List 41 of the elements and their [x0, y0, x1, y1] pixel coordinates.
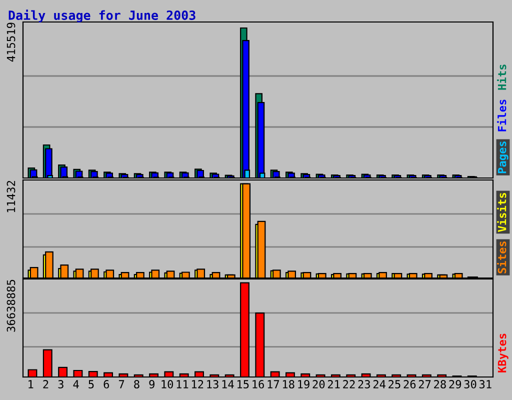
x-tick-label: 15: [237, 380, 249, 388]
x-tick-label: 9: [149, 380, 154, 388]
x-tick-label: 3: [58, 380, 64, 388]
text: Sites: [497, 241, 506, 274]
x-tick-label: 13: [207, 380, 218, 388]
x-tick-label: 8: [134, 380, 140, 388]
x-tick-label: 29: [449, 380, 462, 388]
text: Hits: [497, 64, 506, 90]
x-tick-label: 2: [43, 380, 48, 388]
x-tick-label: 6: [104, 380, 110, 388]
x-tick-label: 21: [328, 380, 340, 388]
x-tick-label: 30: [464, 380, 476, 388]
x-tick-label: 11: [176, 380, 188, 388]
x-tick-label: 14: [222, 380, 234, 388]
x-tick-label: 12: [192, 380, 204, 388]
x-tick-label: 1: [28, 380, 34, 388]
x-tick-label: 24: [373, 380, 386, 388]
x-tick-label: 22: [343, 380, 355, 388]
text: 11432: [6, 180, 16, 212]
x-tick-label: 19: [298, 380, 310, 388]
text: 415519: [6, 22, 16, 62]
x-tick-label: 27: [418, 380, 431, 388]
x-tick-label: 18: [282, 380, 294, 388]
text: Files: [497, 100, 506, 132]
chart-title: Daily usage for June 2003: [8, 10, 196, 22]
x-tick-label: 23: [358, 380, 370, 388]
text: KBytes: [498, 334, 508, 372]
x-tick-label: 10: [162, 380, 173, 388]
x-tick-label: 17: [268, 380, 280, 388]
text: Pages: [498, 141, 508, 174]
x-tick-label: 26: [404, 380, 416, 388]
x-tick-label: 25: [388, 380, 400, 388]
text: Visits: [497, 193, 506, 232]
x-tick-label: 28: [434, 380, 446, 388]
text: 36638885: [6, 280, 16, 332]
x-tick-label: 16: [252, 380, 264, 388]
x-tick-label: 31: [479, 380, 492, 388]
x-tick-label: 4: [73, 380, 79, 388]
x-tick-label: 7: [118, 380, 124, 388]
x-tick-label: 20: [312, 380, 325, 388]
x-tick-label: 5: [88, 380, 94, 388]
